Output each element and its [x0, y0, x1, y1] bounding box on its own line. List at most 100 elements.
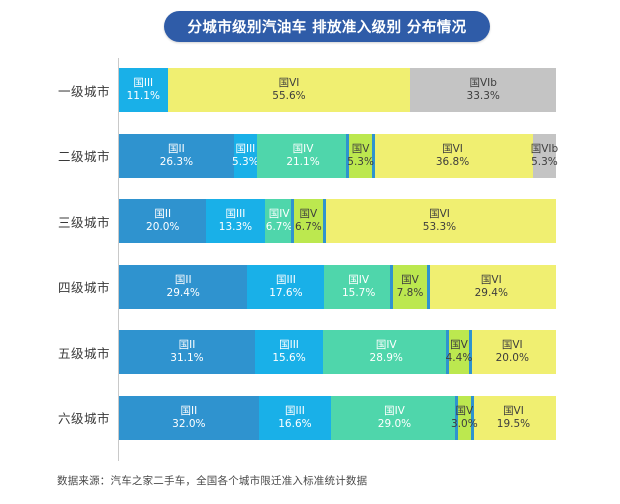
- segment-label: 国V: [455, 404, 474, 417]
- segment-value: 21.1%: [286, 155, 320, 168]
- stacked-bar: 国III 11.1% 国VI 55.6% 国VIb 33.3%: [119, 68, 556, 112]
- bar-segment-guo-iv[interactable]: 国IV 29.0%: [331, 395, 458, 440]
- segment-label: 国II: [178, 339, 196, 351]
- segment-label: 国V: [351, 142, 370, 155]
- segment-label: 国V: [299, 208, 318, 220]
- segment-value: 15.6%: [272, 352, 306, 364]
- segment-label: 国VI: [503, 404, 524, 417]
- segment-label: 国VI: [429, 208, 450, 220]
- segment-label: 国III: [235, 142, 256, 155]
- segment-value: 36.8%: [435, 155, 470, 168]
- segment-label: 国VIb: [530, 142, 559, 155]
- row-label-6: 六级城市: [57, 411, 110, 426]
- segment-value: 6.7%: [265, 221, 293, 233]
- segment-label: 国VI: [442, 142, 463, 155]
- segment-value: 32.0%: [172, 417, 206, 430]
- row-label-3: 三级城市: [57, 214, 110, 230]
- bar-segment-guo-ii[interactable]: 国II 29.4%: [119, 264, 248, 309]
- segment-value: 13.3%: [218, 221, 253, 233]
- segment-label: 国VI: [278, 77, 300, 89]
- segment-label: 国III: [276, 273, 296, 286]
- bar-segment-guo-v[interactable]: 国V 7.8%: [392, 264, 428, 309]
- segment-value: 33.3%: [466, 90, 500, 102]
- segment-value: 26.3%: [159, 155, 194, 168]
- segment-value: 7.8%: [396, 286, 424, 299]
- segment-label: 国V: [450, 339, 468, 351]
- bar-segment-guo-vi[interactable]: 国VI 20.0%: [468, 330, 556, 374]
- chart-row: 三级城市 国II 20.0% 国III 13.3% 国IV 6.7% 国V 6.7% 国VI 53.…: [0, 199, 620, 243]
- segment-label: 国V: [401, 273, 419, 286]
- bar-segment-guo-vib[interactable]: 国VIb 33.3%: [410, 68, 556, 112]
- bar-segment-guo-iv[interactable]: 国IV 21.1%: [256, 133, 350, 178]
- bar-segment-guo-iv[interactable]: 国IV 15.7%: [324, 264, 393, 309]
- stacked-bar: 国II 29.4% 国III 17.6% 国IV 15.7% 国V 7.8% 国VI 29.4%: [119, 264, 556, 309]
- chart-row: 四级城市 国II 29.4% 国III 17.6% 国IV 15.7% 国V 7.8% 国VI 29…: [0, 264, 620, 309]
- bar-segment-guo-iii[interactable]: 国III 15.6%: [254, 330, 324, 374]
- segment-label: 国IV: [292, 142, 314, 155]
- bar-segment-guo-v[interactable]: 国V 3.0%: [451, 395, 478, 440]
- bar-segment-guo-ii[interactable]: 国II 32.0%: [119, 395, 259, 440]
- segment-value: 5.3%: [347, 155, 374, 168]
- bar-segment-guo-iii[interactable]: 国III 5.3%: [232, 133, 259, 178]
- bar-segment-guo-v[interactable]: 国V 4.4%: [446, 330, 472, 374]
- bar-segment-guo-iii[interactable]: 国III 11.1%: [119, 68, 168, 112]
- bar-segment-guo-ii[interactable]: 国II 26.3%: [119, 133, 234, 178]
- chart-row: 二级城市 国II 26.3% 国III 5.3% 国IV 21.1% 国V 5.3% 国VI 36.…: [0, 133, 620, 178]
- segment-value: 5.3%: [531, 155, 558, 168]
- bar-segment-guo-iii[interactable]: 国III 16.6%: [258, 395, 332, 440]
- segment-value: 4.4%: [445, 352, 473, 364]
- segment-label: 国II: [174, 273, 192, 286]
- bar-segment-guo-iii[interactable]: 国III 17.6%: [247, 264, 325, 309]
- segment-label: 国II: [154, 208, 172, 220]
- segment-label: 国II: [168, 142, 185, 155]
- segment-label: 国IV: [384, 404, 405, 417]
- bar-segment-guo-v[interactable]: 国V 6.7%: [293, 199, 324, 243]
- row-label-4: 四级城市: [57, 280, 110, 295]
- bar-segment-guo-vi[interactable]: 国VI 29.4%: [427, 264, 556, 309]
- row-label-1: 一级城市: [57, 83, 110, 99]
- bar-segment-guo-vi[interactable]: 国VI 36.8%: [372, 133, 533, 178]
- stacked-bar: 国II 26.3% 国III 5.3% 国IV 21.1% 国V 5.3% 国VI 36.8% 国V…: [119, 133, 559, 178]
- bar-segment-guo-vi[interactable]: 国VI 53.3%: [323, 199, 556, 243]
- bar-segment-guo-iii[interactable]: 国III 13.3%: [206, 199, 265, 243]
- segment-value: 17.6%: [269, 286, 303, 299]
- segment-label: 国III: [285, 404, 305, 417]
- stacked-bar: 国II 20.0% 国III 13.3% 国IV 6.7% 国V 6.7% 国VI 53.3%: [119, 199, 556, 243]
- segment-label: 国III: [133, 77, 154, 89]
- bar-segment-guo-ii[interactable]: 国II 20.0%: [119, 199, 207, 243]
- category-axis-line: [118, 58, 119, 461]
- segment-value: 29.4%: [474, 286, 508, 299]
- bar-segment-guo-vi[interactable]: 国VI 55.6%: [167, 68, 411, 112]
- chart-row: 五级城市 国II 31.1% 国III 15.6% 国IV 28.9% 国V 4.4% 国VI 20…: [0, 330, 620, 374]
- segment-label: 国VI: [501, 339, 523, 351]
- bar-segment-guo-iv[interactable]: 国IV 6.7%: [264, 199, 294, 243]
- bar-segment-guo-vib[interactable]: 国VIb 5.3%: [530, 133, 559, 178]
- segment-value: 3.0%: [451, 417, 478, 430]
- source-note: 数据来源：汽车之家二手车，全国各个城市限迁准入标准统计数据: [57, 475, 368, 487]
- chart-row: 六级城市 国II 32.0% 国III 16.6% 国IV 29.0% 国V 3.0% 国VI 19…: [0, 395, 620, 440]
- segment-label: 国VIb: [469, 77, 497, 89]
- segment-value: 6.7%: [295, 221, 322, 233]
- bar-segment-guo-iv[interactable]: 国IV 28.9%: [323, 330, 450, 374]
- segment-label: 国III: [279, 339, 299, 351]
- segment-value: 15.7%: [341, 286, 376, 299]
- segment-value: 19.5%: [496, 417, 531, 430]
- segment-value: 31.1%: [170, 352, 204, 364]
- bar-segment-guo-vi[interactable]: 国VI 19.5%: [470, 395, 557, 440]
- bar-segment-guo-v[interactable]: 国V 5.3%: [347, 133, 374, 178]
- chart-row: 一级城市 国III 11.1% 国VI 55.6% 国VIb 33.3%: [0, 68, 620, 112]
- segment-value: 20.0%: [146, 221, 180, 233]
- page-title: 分城市级别汽油车 排放准入级别 分布情况: [187, 20, 467, 36]
- stacked-bar: 国II 32.0% 国III 16.6% 国IV 29.0% 国V 3.0% 国VI 19.5%: [119, 395, 557, 440]
- segment-label: 国IV: [348, 273, 370, 286]
- segment-label: 国II: [180, 404, 198, 417]
- segment-value: 28.9%: [369, 352, 403, 364]
- segment-label: 国IV: [268, 208, 290, 220]
- bar-segment-guo-ii[interactable]: 国II 31.1%: [119, 330, 255, 374]
- segment-value: 16.6%: [278, 417, 312, 430]
- segment-value: 5.3%: [232, 155, 259, 168]
- segment-label: 国IV: [375, 339, 397, 351]
- stacked-bar: 国II 31.1% 国III 15.6% 国IV 28.9% 国V 4.4% 国VI 20.0%: [119, 330, 556, 374]
